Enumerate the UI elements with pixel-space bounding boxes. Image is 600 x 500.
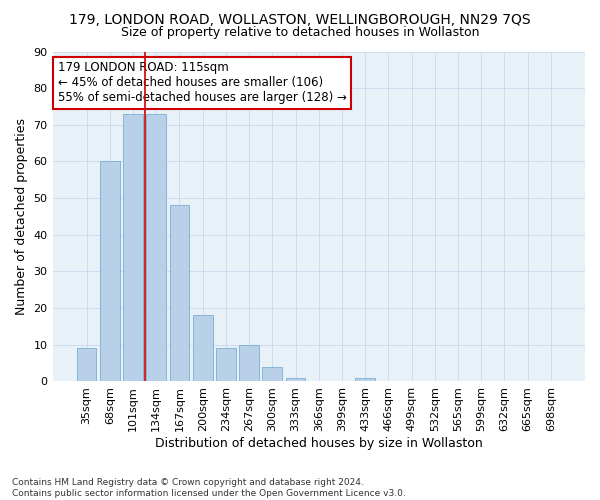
- Bar: [355, 378, 375, 382]
- Bar: [123, 114, 143, 382]
- X-axis label: Distribution of detached houses by size in Wollaston: Distribution of detached houses by size …: [155, 437, 482, 450]
- Bar: [239, 345, 259, 382]
- Text: Size of property relative to detached houses in Wollaston: Size of property relative to detached ho…: [121, 26, 479, 39]
- Text: 179 LONDON ROAD: 115sqm
← 45% of detached houses are smaller (106)
55% of semi-d: 179 LONDON ROAD: 115sqm ← 45% of detache…: [58, 62, 347, 104]
- Y-axis label: Number of detached properties: Number of detached properties: [15, 118, 28, 315]
- Bar: [193, 316, 212, 382]
- Bar: [216, 348, 236, 382]
- Bar: [286, 378, 305, 382]
- Bar: [262, 367, 282, 382]
- Bar: [146, 114, 166, 382]
- Bar: [170, 206, 190, 382]
- Text: Contains HM Land Registry data © Crown copyright and database right 2024.
Contai: Contains HM Land Registry data © Crown c…: [12, 478, 406, 498]
- Bar: [77, 348, 97, 382]
- Text: 179, LONDON ROAD, WOLLASTON, WELLINGBOROUGH, NN29 7QS: 179, LONDON ROAD, WOLLASTON, WELLINGBORO…: [69, 12, 531, 26]
- Bar: [100, 162, 119, 382]
